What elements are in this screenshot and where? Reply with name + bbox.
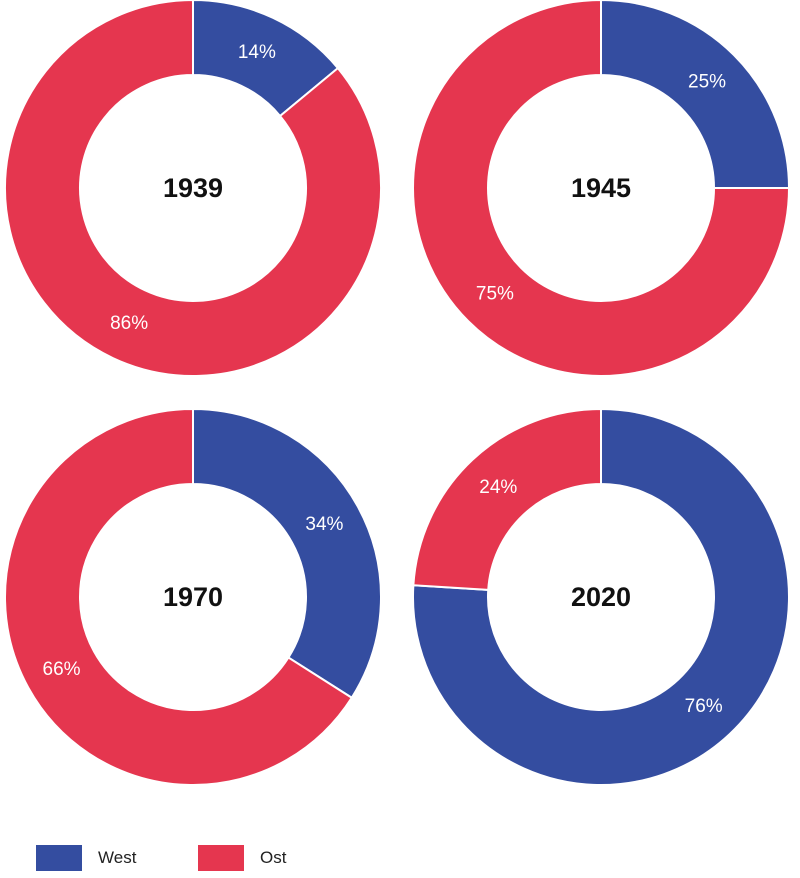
data-label-west-2020: 76%: [685, 696, 723, 717]
legend-label-ost: Ost: [260, 848, 287, 867]
donut-chart-1939: 14% 86% 1939: [4, 0, 382, 377]
legend-item-ost: Ost: [198, 845, 320, 871]
slice-ost-1945: [412, 0, 791, 377]
slice-west-1970: [192, 407, 382, 700]
data-label-west-1945: 25%: [688, 71, 726, 92]
slice-ost-1939: [4, 0, 382, 377]
data-label-ost-1945: 75%: [476, 284, 514, 305]
data-label-west-1970: 34%: [305, 514, 343, 535]
legend-item-west: West: [36, 845, 158, 871]
donut-chart-1945: 25% 75% 1945: [412, 0, 791, 377]
data-label-ost-1939: 86%: [110, 313, 148, 334]
slice-west-1945: [600, 0, 791, 189]
center-year-1970: 1970: [163, 582, 223, 612]
data-label-ost-2020: 24%: [479, 477, 517, 498]
slice-ost-1970: [4, 407, 354, 786]
data-label-ost-1970: 66%: [43, 659, 81, 680]
legend: West Ost: [36, 845, 360, 871]
donut-charts-grid: 14% 86% 1939 25% 75% 1945 34% 66% 1970 76% 24% 2020: [4, 0, 791, 786]
legend-label-west: West: [98, 848, 137, 867]
slice-west-2020: [412, 407, 790, 786]
legend-swatch-ost: [198, 845, 244, 871]
center-year-1945: 1945: [571, 173, 631, 203]
donut-chart-1970: 34% 66% 1970: [4, 407, 382, 786]
legend-swatch-west: [36, 845, 82, 871]
center-year-2020: 2020: [571, 582, 631, 612]
center-year-1939: 1939: [163, 173, 223, 203]
slice-ost-2020: [412, 407, 602, 591]
donut-chart-2020: 76% 24% 2020: [412, 407, 790, 786]
data-label-west-1939: 14%: [238, 42, 276, 63]
